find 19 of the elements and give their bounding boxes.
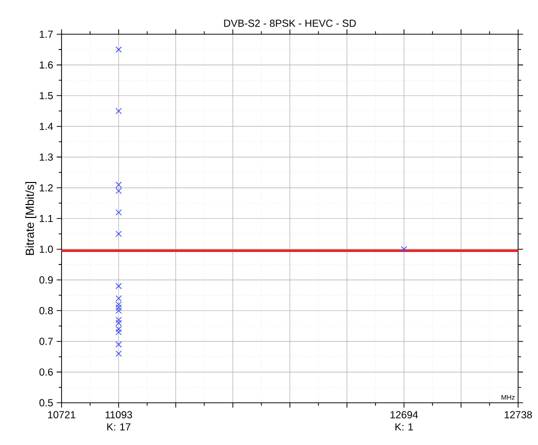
y-tick-label: 1.0 [40,246,53,253]
x-tick-label: 10721 [48,411,76,418]
y-tick-label: 1.7 [40,30,53,38]
y-tick-label: 1.1 [40,215,53,222]
y-axis-title: Bitrate [Mbit/s] [25,182,36,255]
y-tick-label: 0.5 [39,399,53,406]
y-tick-label: 0.6 [39,368,53,376]
y-tick-label: 1.5 [40,92,53,100]
y-tick-label: 0.9 [39,276,53,284]
chart-title: DVB-S2 - 8PSK - HEVC - SD [224,20,356,27]
y-tick-label: 1.3 [40,154,53,161]
x-tick-label: 12738 [504,411,532,418]
y-tick-label: 0.8 [39,307,53,314]
x-tick-label: 11093 K: 17 [106,411,132,431]
y-tick-label: 1.4 [40,122,53,130]
x-tick-label: 12694 K: 1 [390,411,418,431]
y-tick-label: 0.7 [39,338,53,346]
y-tick-label: 1.6 [40,61,53,69]
y-tick-label: 1.2 [40,184,53,192]
